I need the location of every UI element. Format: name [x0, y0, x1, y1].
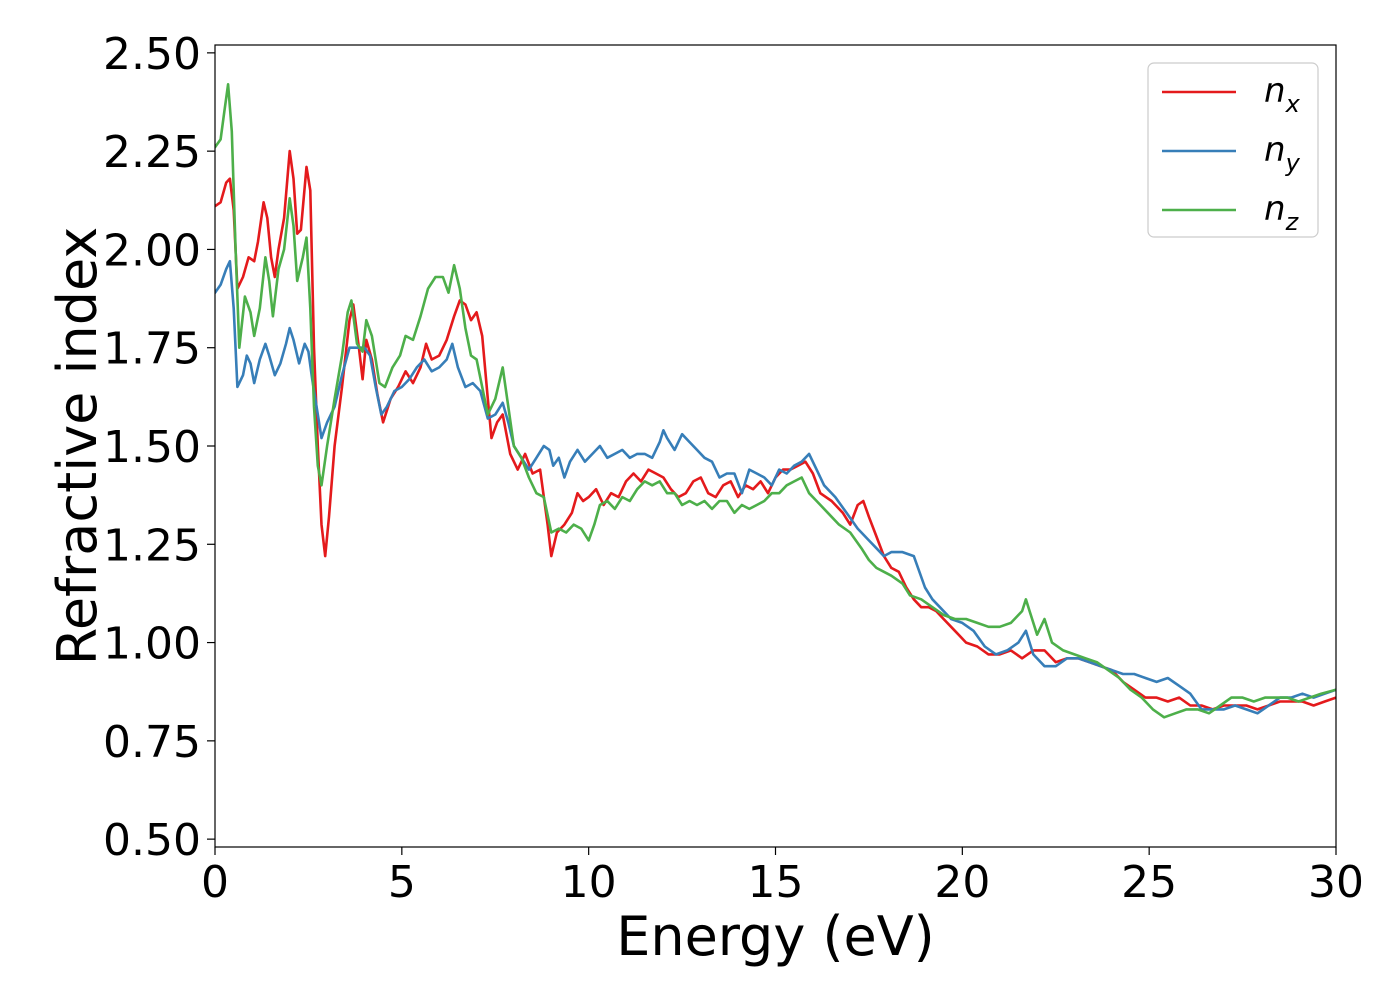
y-axis: 0.50 0.75 1.00 1.25 1.50 1.75 2.00 2.25 2.50: [103, 29, 215, 866]
x-tick-label: 15: [748, 857, 804, 908]
series-line-n-y: [215, 259, 1336, 715]
x-tick-label: 10: [561, 857, 617, 908]
y-tick-label: 2.00: [103, 225, 201, 276]
x-axis-title: Energy (eV): [616, 905, 935, 968]
y-axis-title: Refractive index: [46, 227, 109, 666]
y-tick-label: 2.50: [103, 29, 201, 80]
legend: nx ny nz: [1147, 62, 1319, 238]
legend-label: nx: [1264, 71, 1301, 118]
x-tick-label: 30: [1308, 857, 1364, 908]
y-tick-label: 0.75: [103, 717, 201, 768]
y-tick-label: 1.00: [103, 619, 201, 670]
series-line-n-z: [215, 83, 1336, 719]
series-line-n-x: [215, 149, 1336, 711]
x-tick-label: 5: [388, 857, 416, 908]
y-tick-label: 2.25: [103, 127, 201, 178]
legend-label: nz: [1264, 189, 1300, 236]
y-tick-label: 1.25: [103, 520, 201, 571]
series-layer: [215, 83, 1336, 719]
legend-item-n-z: nz: [1162, 189, 1300, 236]
legend-item-n-x: nx: [1162, 71, 1301, 118]
legend-label: ny: [1264, 130, 1301, 177]
legend-item-n-y: ny: [1162, 130, 1301, 177]
y-tick-label: 0.50: [103, 815, 201, 866]
y-tick-label: 1.75: [103, 324, 201, 375]
x-tick-label: 0: [201, 857, 229, 908]
x-tick-label: 25: [1121, 857, 1177, 908]
y-tick-label: 1.50: [103, 422, 201, 473]
x-axis: 0 5 10 15 20 25 30: [201, 847, 1364, 908]
x-tick-label: 20: [934, 857, 990, 908]
